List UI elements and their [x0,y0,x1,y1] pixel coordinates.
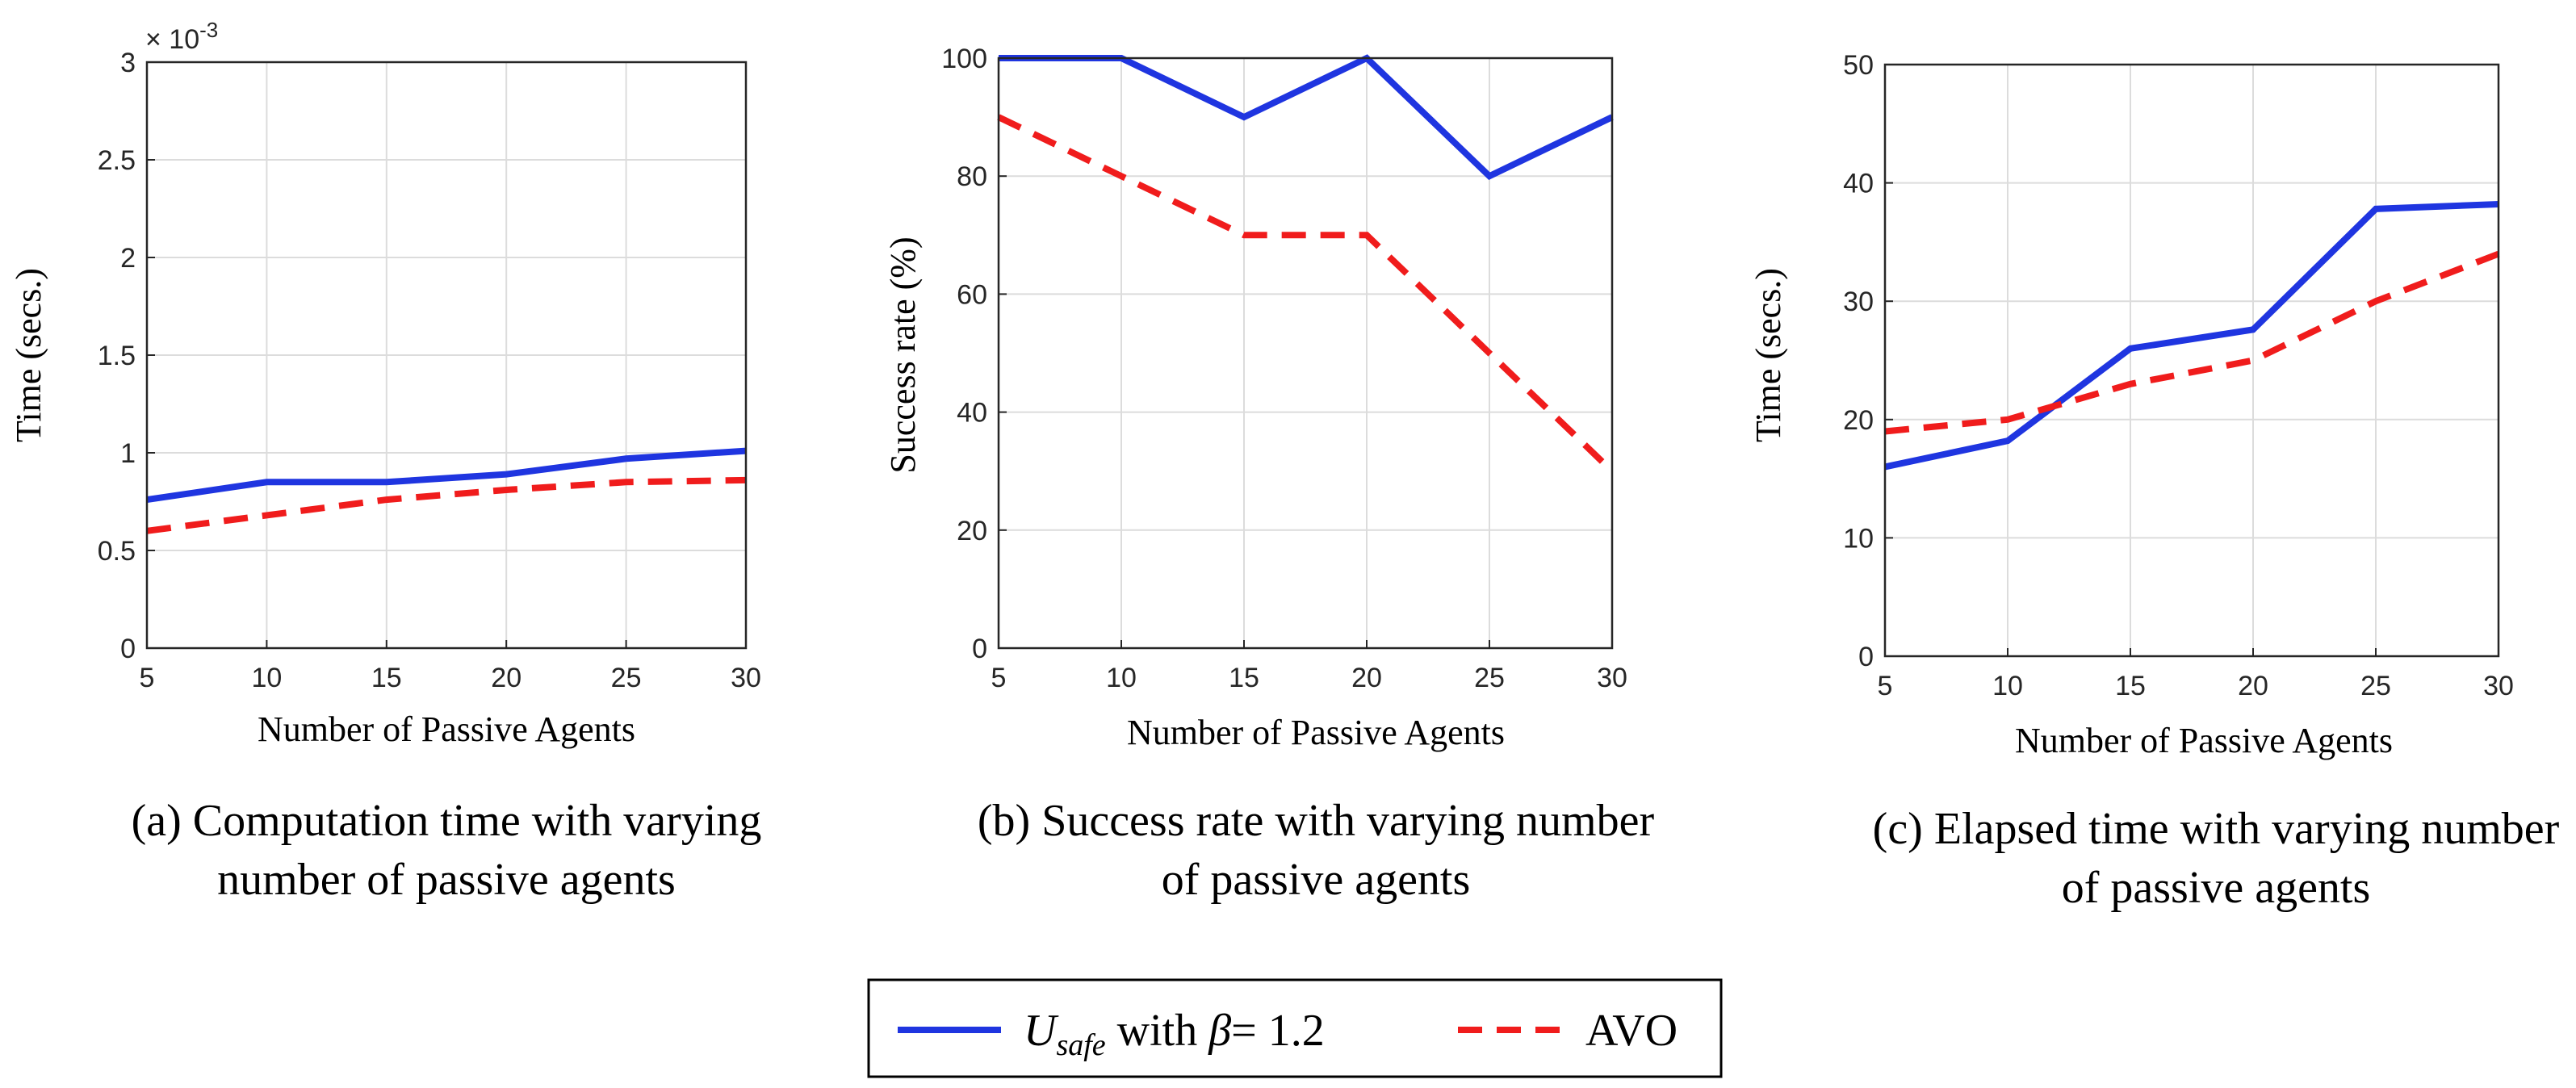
chart-a-y-axis-label: Time (secs.) [9,268,48,442]
chart-b-y-tick-label: 40 [957,398,987,429]
chart-c-y-tick-label: 20 [1843,405,1874,436]
chart-a-y-tick-label: 2.5 [98,145,136,176]
chart-b-y-tick-label: 100 [941,44,987,74]
chart-a-x-ticks: 5 10 15 20 25 30 [140,640,761,693]
chart-b-y-ticks: 0 20 40 60 80 100 [941,44,1007,664]
chart-b-x-ticks: 5 10 15 20 25 30 [991,640,1627,693]
chart-a-x-tick-label: 5 [140,663,155,693]
chart-b-x-tick-label: 20 [1351,663,1382,693]
chart-b-x-tick-label: 30 [1597,663,1627,693]
chart-b-grid [998,57,1613,649]
chart-b-x-tick-label: 10 [1106,663,1137,693]
chart-a-y-tick-label: 1.5 [98,341,136,371]
chart-c-plot-frame [1883,63,2500,658]
chart-panel-b: 5 10 15 20 25 30 0 20 40 60 80 100 Success rate (%… [883,44,1654,905]
chart-c-avo-series-line [1884,250,2500,435]
chart-c-grid [1884,64,2499,657]
chart-a-grid [146,61,747,649]
chart-c-x-tick-label: 10 [1992,671,2023,701]
chart-a-y-tick-label: 1 [120,438,136,469]
chart-b-x-axis-label: Number of Passive Agents [1127,713,1505,752]
chart-a-caption-line-1: (a) Computation time with varying [132,796,762,846]
chart-panel-a: 5 10 15 20 25 30 0 0.5 1 1.5 2 2.5 3 × 10-3 Time (s… [9,18,761,905]
chart-c-y-tick-label: 30 [1843,287,1874,317]
chart-c-y-tick-label: 10 [1843,523,1874,554]
chart-c-x-axis-label: Number of Passive Agents [2015,721,2393,760]
chart-a-lines [146,447,747,534]
chart-b-x-tick-label: 5 [991,663,1007,693]
chart-a-y-tick-label: 3 [120,48,136,78]
chart-a-y-tick-label: 0.5 [98,536,136,567]
chart-a-avo-series-line [146,476,747,534]
chart-b-x-tick-label: 15 [1229,663,1259,693]
chart-a-x-axis-label: Number of Passive Agents [258,709,635,749]
chart-b-x-tick-label: 25 [1474,663,1505,693]
chart-c-x-tick-label: 15 [2115,671,2146,701]
chart-a-y-tick-label: 0 [120,634,136,664]
chart-a-x-tick-label: 10 [251,663,282,693]
chart-a-x-tick-label: 15 [371,663,402,693]
legend: Usafe with β= 1.2 AVO [867,978,1723,1078]
chart-a-x-tick-label: 25 [611,663,642,693]
chart-b-y-tick-label: 0 [972,634,987,664]
chart-c-x-tick-label: 20 [2238,671,2268,701]
legend-u-safe-label: Usafe with β= 1.2 [1024,1006,1325,1062]
chart-c-x-tick-label: 25 [2360,671,2391,701]
chart-c-lines [1884,200,2500,471]
chart-a-caption-line-2: number of passive agents [217,855,676,905]
legend-box [867,978,1723,1078]
chart-c-y-tick-label: 40 [1843,169,1874,199]
chart-c-y-ticks: 0 10 20 30 40 50 [1843,50,1893,672]
chart-c-caption-line-1: (c) Elapsed time with varying number [1873,804,2560,854]
chart-b-avo-series-line [997,114,1615,474]
chart-b-lines [997,54,1615,474]
chart-a-y-tick-label: 2 [120,243,136,274]
chart-b-y-tick-label: 80 [957,161,987,192]
chart-b-plot-frame [997,56,1614,650]
legend-avo-label: AVO [1585,1006,1678,1056]
chart-a-exponent-label: × 10-3 [145,18,218,55]
chart-a-x-tick-label: 20 [491,663,521,693]
chart-b-y-tick-label: 20 [957,516,987,546]
chart-b-y-tick-label: 60 [957,279,987,310]
chart-a-y-ticks: 0 0.5 1 1.5 2 2.5 3 [98,48,155,664]
chart-c-y-axis-label: Time (secs.) [1749,268,1788,442]
chart-panel-c: 5 10 15 20 25 30 0 10 20 30 40 50 Time (secs.) Num… [1749,50,2560,913]
chart-b-caption-line-1: (b) Success rate with varying number [978,796,1655,846]
chart-c-caption-line-2: of passive agents [2062,863,2371,913]
chart-c-x-tick-label: 30 [2483,671,2514,701]
chart-a-u-safe-series-line [146,447,747,504]
chart-c-x-tick-label: 5 [1878,671,1893,701]
chart-b-caption-line-2: of passive agents [1162,855,1471,905]
chart-a-x-tick-label: 30 [731,663,761,693]
chart-c-x-ticks: 5 10 15 20 25 30 [1878,648,2514,701]
chart-c-y-tick-label: 0 [1858,642,1874,672]
chart-b-y-axis-label: Success rate (%) [883,236,923,473]
chart-c-u-safe-series-line [1884,200,2499,471]
chart-c-y-tick-label: 50 [1843,50,1874,81]
